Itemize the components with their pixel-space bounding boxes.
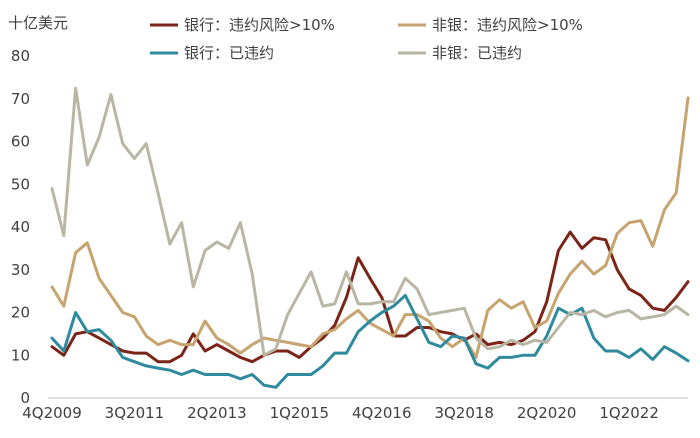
y-tick-label: 40 (11, 218, 30, 236)
y-tick-label: 20 (11, 304, 30, 322)
x-tick-label: 3Q2018 (434, 404, 494, 422)
y-tick-label: 70 (11, 90, 30, 108)
y-tick-label: 50 (11, 175, 30, 193)
series-line-1 (50, 96, 690, 359)
x-tick-label: 3Q2011 (105, 404, 165, 422)
y-tick-label: 30 (11, 261, 30, 279)
y-axis-unit-label: 十亿美元 (8, 14, 68, 32)
x-tick-label: 1Q2022 (599, 404, 659, 422)
x-axis-ticks: 4Q2009 3Q2011 2Q2013 1Q2015 4Q2016 3Q2018 2Q20… (22, 404, 659, 422)
legend-label: 非银：违约风险>10% (432, 16, 583, 34)
series-line-3 (50, 86, 690, 357)
y-tick-label: 80 (11, 47, 30, 65)
legend-label: 非银：已违约 (432, 44, 522, 62)
x-tick-label: 4Q2009 (22, 404, 82, 422)
x-tick-label: 1Q2015 (270, 404, 330, 422)
x-tick-label: 4Q2016 (352, 404, 412, 422)
x-tick-label: 2Q2020 (517, 404, 577, 422)
series-lines (50, 86, 690, 389)
y-tick-label: 60 (11, 133, 30, 151)
legend-label: 银行：已违约 (184, 44, 274, 62)
x-tick-label: 2Q2013 (187, 404, 247, 422)
series-line-2 (50, 293, 690, 389)
legend-label: 银行：违约风险>10% (184, 16, 335, 34)
y-axis-ticks: 0 10 20 30 40 50 60 70 80 (11, 47, 30, 407)
series-line-0 (50, 230, 690, 364)
y-tick-label: 0 (20, 389, 30, 407)
legend: 银行：违约风险>10% 非银：违约风险>10% 银行：已违约 非银：已违约 (150, 16, 583, 62)
y-tick-label: 10 (11, 346, 30, 364)
